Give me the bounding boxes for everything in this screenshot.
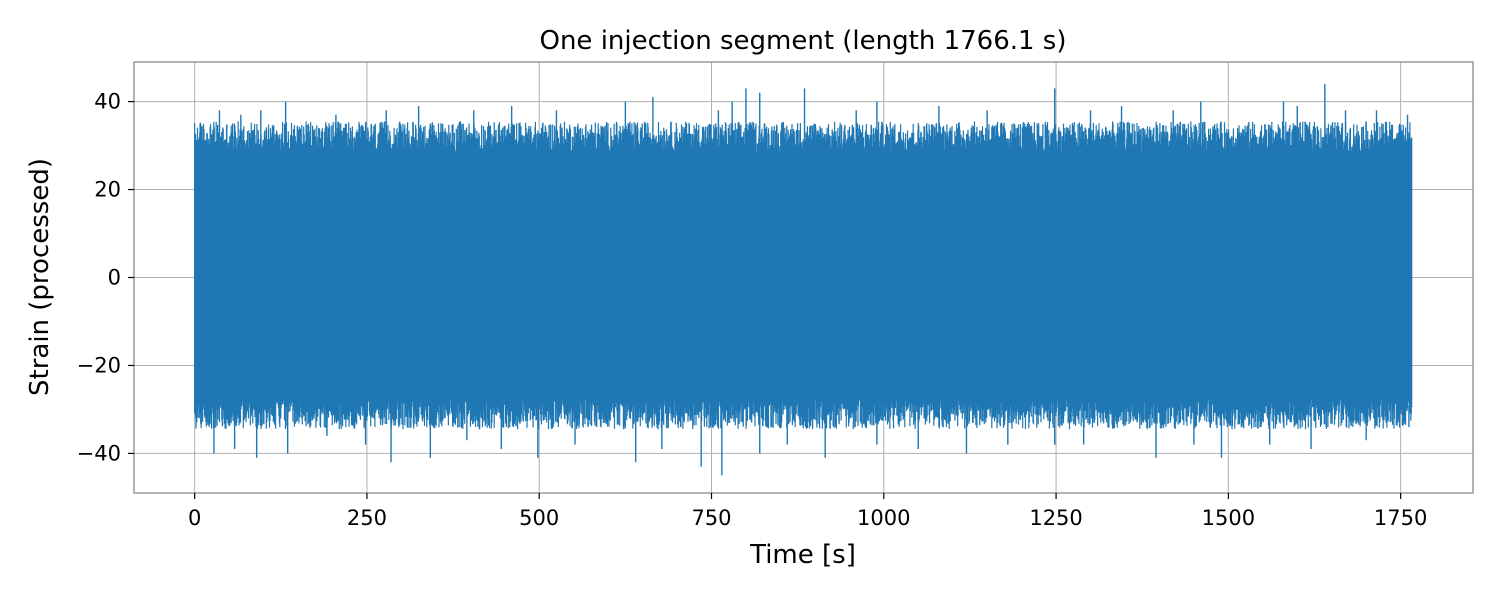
x-tick-label: 1250 [1029,506,1082,530]
y-tick-label: 20 [94,178,121,202]
x-tick-label: 500 [519,506,559,530]
x-tick-label: 1750 [1374,506,1427,530]
y-tick-label: 40 [94,90,121,114]
x-tick-label: 1500 [1202,506,1255,530]
x-tick-label: 750 [691,506,731,530]
x-tick-label: 250 [347,506,387,530]
chart-title: One injection segment (length 1766.1 s) [539,26,1066,56]
y-tick-label: 0 [108,266,121,290]
strain-trace [194,121,1413,430]
y-axis-label: Strain (processed) [25,158,55,396]
axis-ticks: 0 250 500 750 1000 1250 1500 1750 −40 −20 0 20 40 [77,90,1428,530]
y-tick-label: −40 [77,441,121,465]
y-tick-label: −20 [77,353,121,377]
x-tick-label: 0 [188,506,201,530]
series-strain [194,83,1413,476]
x-tick-label: 1000 [857,506,910,530]
x-axis-label: Time [s] [749,540,856,570]
